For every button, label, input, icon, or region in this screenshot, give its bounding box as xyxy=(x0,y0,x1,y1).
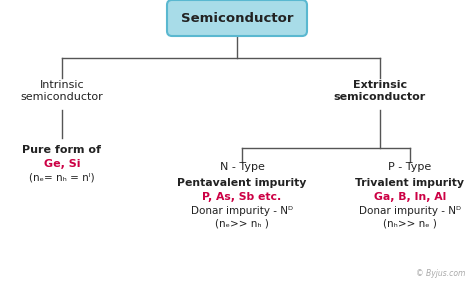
Text: Intrinsic
semiconductor: Intrinsic semiconductor xyxy=(21,80,103,102)
Text: (nₑ>> nₕ ): (nₑ>> nₕ ) xyxy=(215,219,269,229)
Text: Pure form of: Pure form of xyxy=(22,145,101,155)
Text: Donar impurity - Nᴰ: Donar impurity - Nᴰ xyxy=(191,206,293,216)
Text: Extrinsic
semiconductor: Extrinsic semiconductor xyxy=(334,80,426,102)
Text: Pentavalent impurity: Pentavalent impurity xyxy=(177,178,307,188)
FancyBboxPatch shape xyxy=(167,0,307,36)
Text: P - Type: P - Type xyxy=(388,162,432,172)
Text: Trivalent impurity: Trivalent impurity xyxy=(356,178,465,188)
Text: © Byjus.com: © Byjus.com xyxy=(416,269,465,278)
Text: N - Type: N - Type xyxy=(219,162,264,172)
Text: Donar impurity - Nᴰ: Donar impurity - Nᴰ xyxy=(359,206,461,216)
Text: (nₑ= nₕ = nᴵ): (nₑ= nₕ = nᴵ) xyxy=(29,173,95,183)
Text: Ge, Si: Ge, Si xyxy=(44,159,80,169)
Text: Ga, B, In, Al: Ga, B, In, Al xyxy=(374,192,446,202)
Text: Semiconductor: Semiconductor xyxy=(181,11,293,24)
Text: P, As, Sb etc.: P, As, Sb etc. xyxy=(202,192,282,202)
Text: (nₕ>> nₑ ): (nₕ>> nₑ ) xyxy=(383,219,437,229)
